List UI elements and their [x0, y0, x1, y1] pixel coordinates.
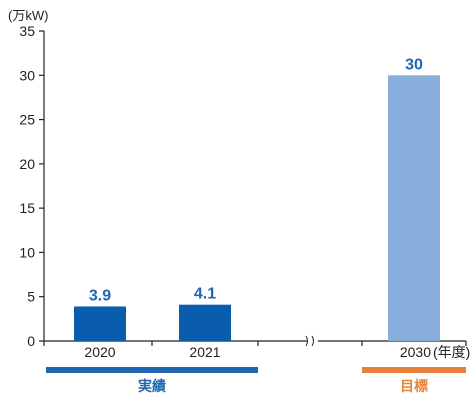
group-bar-target [362, 367, 466, 373]
x-tick-label-2030: 2030 [400, 344, 431, 360]
x-tick-label-2020: 2020 [84, 344, 115, 360]
value-label-2020: 3.9 [89, 287, 111, 304]
bar-2020 [74, 306, 126, 341]
axis-break-icon [305, 335, 314, 347]
group-label-target: 目標 [400, 378, 428, 394]
y-axis-ticks: 0 5 10 15 20 25 30 35 [19, 23, 44, 349]
y-tick-label: 15 [19, 200, 35, 216]
group-label-actual: 実績 [138, 378, 166, 394]
x-axis-ticks: 2020 2021 2030 [43, 341, 467, 360]
period-groups: 実績 目標 [46, 367, 466, 394]
value-label-2030: 30 [405, 56, 423, 73]
y-tick-label: 0 [27, 333, 35, 349]
bar-2021 [179, 304, 231, 341]
group-bar-actual [46, 367, 258, 373]
x-axis-unit-label: (年度) [433, 344, 470, 360]
y-tick-label: 25 [19, 112, 35, 128]
y-tick-label: 5 [27, 289, 35, 305]
value-label-2021: 4.1 [194, 286, 216, 303]
y-tick-label: 35 [19, 23, 35, 39]
bars-group: 3.9 4.1 30 [74, 56, 440, 342]
y-tick-label: 10 [19, 244, 35, 260]
bar-2030 [388, 75, 440, 342]
x-tick-label-2021: 2021 [189, 344, 220, 360]
y-axis-unit-label: (万kW) [8, 8, 48, 23]
y-tick-label: 20 [19, 156, 35, 172]
y-tick-label: 30 [19, 67, 35, 83]
